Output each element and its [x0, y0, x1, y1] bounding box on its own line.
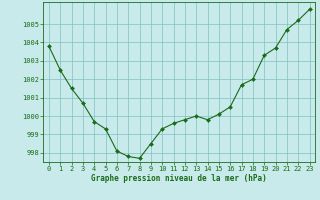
X-axis label: Graphe pression niveau de la mer (hPa): Graphe pression niveau de la mer (hPa): [91, 174, 267, 183]
